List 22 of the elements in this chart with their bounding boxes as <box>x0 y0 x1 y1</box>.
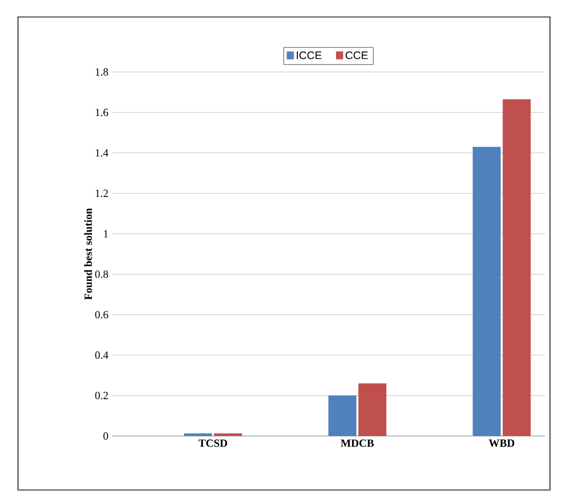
y-axis-title: Found best solution <box>84 208 92 300</box>
bar <box>328 396 356 436</box>
y-tick-label: 1.6 <box>96 108 108 116</box>
y-tick-label: 0.4 <box>95 351 108 359</box>
x-tick-label: TCSD <box>198 440 228 447</box>
legend-label: CCE <box>346 51 368 60</box>
y-tick-label: 0 <box>103 432 108 440</box>
y-tick-label: 0.8 <box>95 270 108 278</box>
y-tick-label: 1.8 <box>96 68 108 76</box>
x-tick-label: WBD <box>488 440 514 447</box>
y-tick-label: 1.4 <box>96 149 108 157</box>
bar <box>214 433 242 436</box>
bar <box>502 99 531 436</box>
y-tick-label: 0.2 <box>95 392 108 400</box>
x-tick-label: MDCB <box>340 440 374 447</box>
bar <box>184 433 212 436</box>
y-tick-label: 1 <box>104 230 108 238</box>
y-tick-label: 1.2 <box>96 190 108 198</box>
bar <box>472 146 501 436</box>
y-tick-label: 0.6 <box>95 310 108 318</box>
bar <box>358 383 386 436</box>
legend-label: ICCE <box>296 51 322 60</box>
